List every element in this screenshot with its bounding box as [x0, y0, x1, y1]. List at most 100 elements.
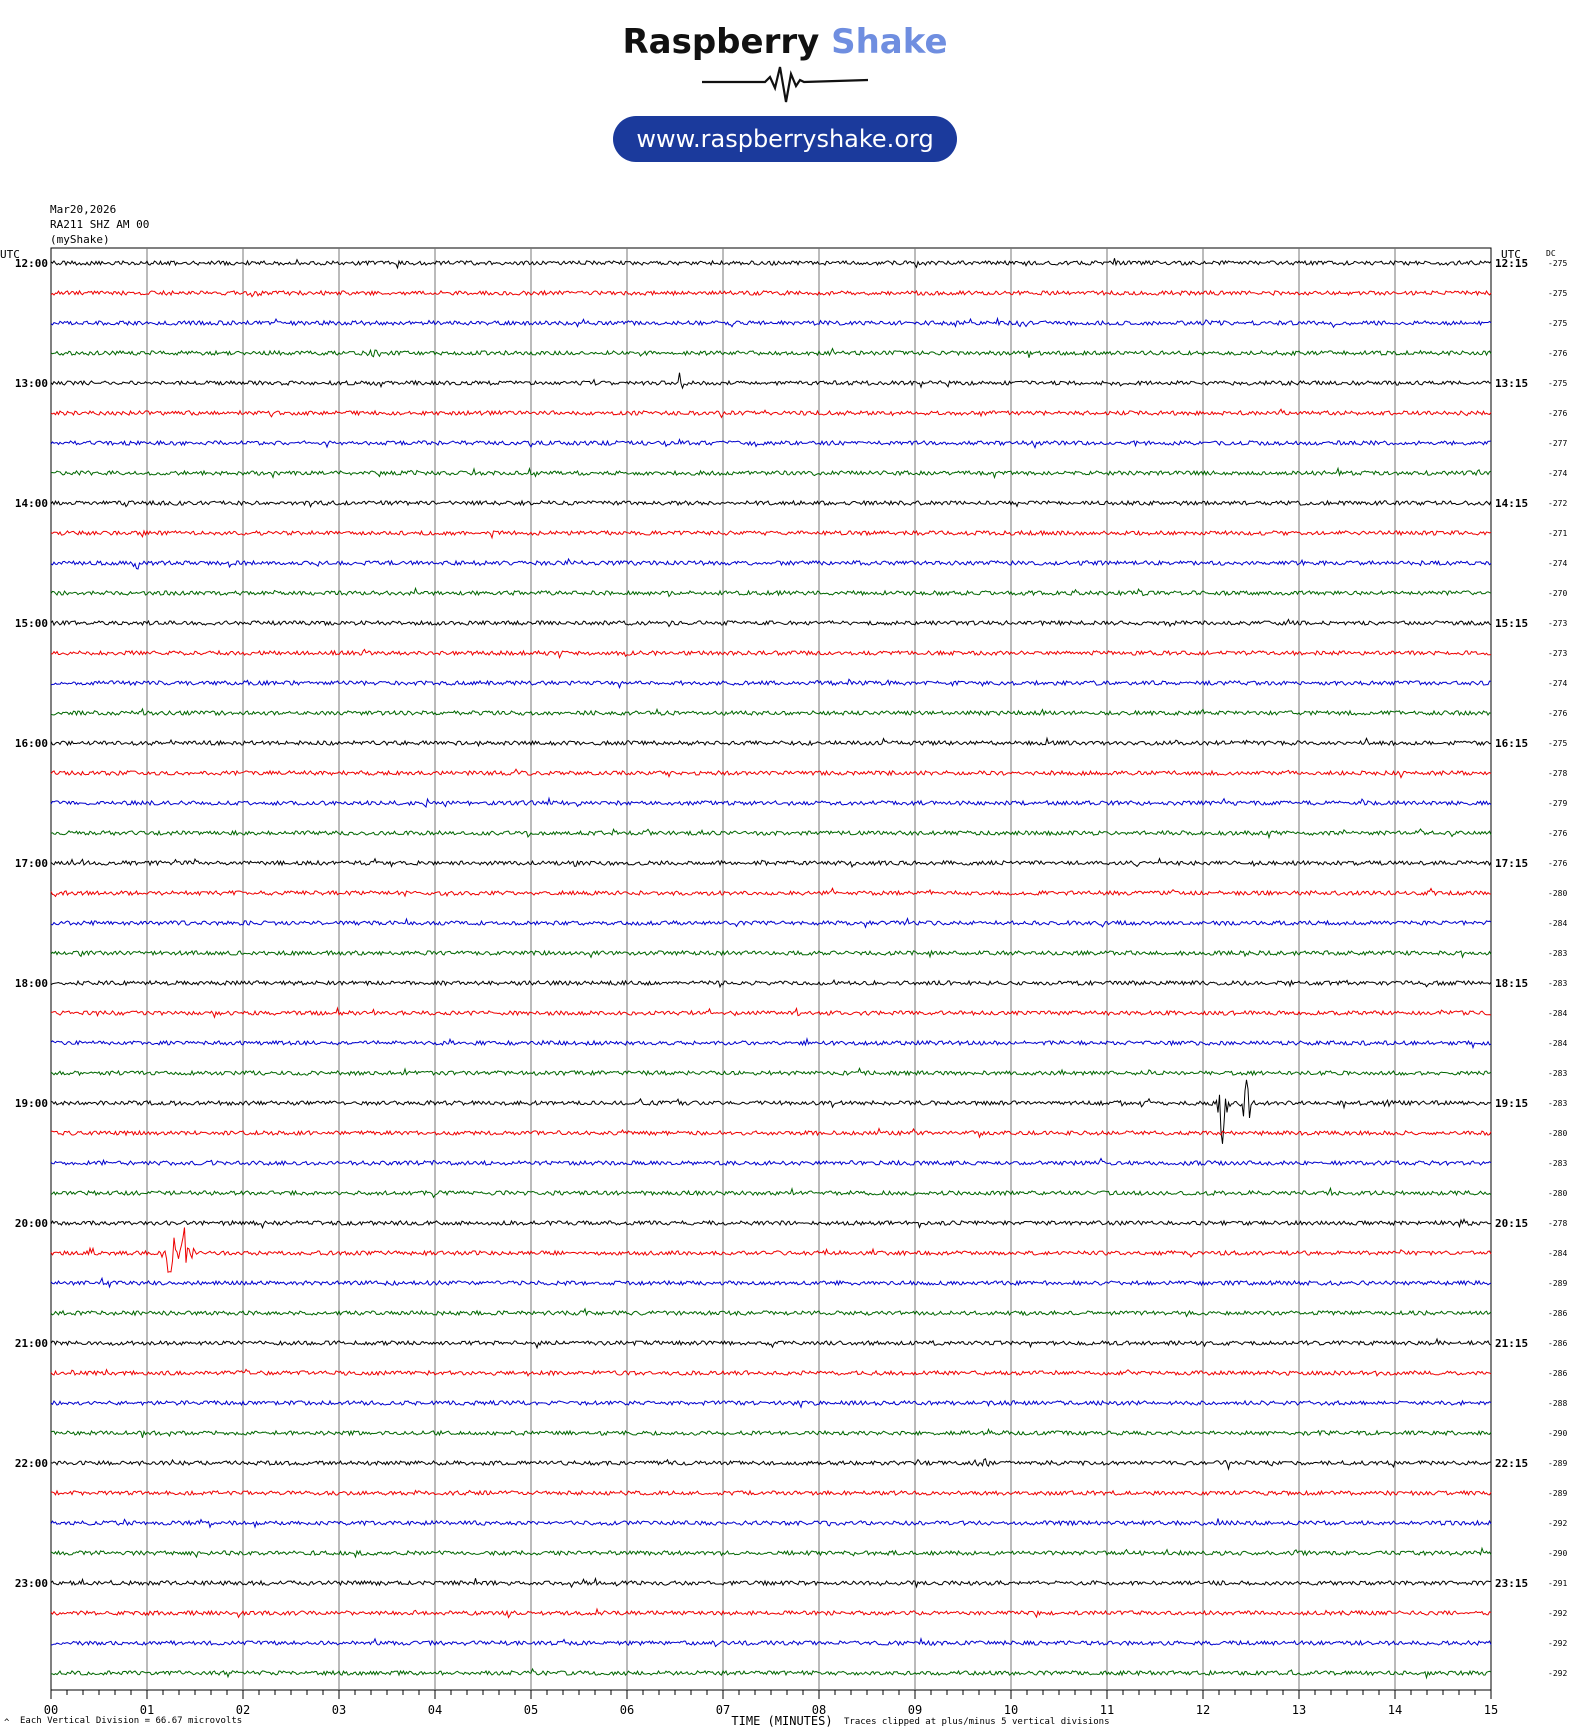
x-tick-label: 13: [1292, 1703, 1306, 1717]
left-hour-label: 14:00: [15, 497, 48, 510]
right-hour-label: 13:15: [1495, 377, 1528, 390]
dc-offset-label: -276: [1548, 859, 1567, 868]
dc-title: DC: [1546, 249, 1556, 258]
x-tick-label: 07: [716, 1703, 730, 1717]
seismic-trace: [50, 1489, 1492, 1497]
x-tick-label: 05: [524, 1703, 538, 1717]
website-url-badge[interactable]: www.raspberryshake.org: [613, 116, 957, 162]
seismic-trace: [50, 316, 1492, 329]
corner-mark: ^: [4, 1718, 10, 1728]
dc-offset-label: -291: [1548, 1579, 1567, 1588]
seismic-trace: [50, 916, 1492, 929]
seismic-trace: [50, 1546, 1492, 1559]
dc-offset-label: -275: [1548, 259, 1567, 268]
dc-offset-label: -276: [1548, 829, 1567, 838]
dc-offset-label: -284: [1548, 1009, 1567, 1018]
dc-offset-label: -283: [1548, 979, 1567, 988]
x-tick-label: 09: [908, 1703, 922, 1717]
left-hour-label: 21:00: [15, 1337, 48, 1350]
right-hour-label: 18:15: [1495, 977, 1528, 990]
x-tick-label: 01: [140, 1703, 154, 1717]
seismic-trace: [50, 408, 1492, 419]
left-hour-label: 16:00: [15, 737, 48, 750]
dc-offset-label: -283: [1548, 1069, 1567, 1078]
seismic-trace: [50, 678, 1492, 690]
seismic-trace: [50, 289, 1492, 298]
seismic-trace: [50, 529, 1492, 540]
x-tick-label: 14: [1388, 1703, 1402, 1717]
seismic-trace: [50, 1227, 1492, 1273]
dc-offset-label: -284: [1548, 919, 1567, 928]
x-tick-label: 02: [236, 1703, 250, 1717]
seismic-trace: [50, 857, 1492, 869]
seismic-trace: [50, 618, 1492, 628]
x-tick-label: 08: [812, 1703, 826, 1717]
left-hour-label: 20:00: [15, 1217, 48, 1230]
right-hour-label: 17:15: [1495, 857, 1528, 870]
dc-offset-label: -274: [1548, 559, 1567, 568]
seismogram-logo-icon: [702, 66, 869, 103]
seismic-trace: [50, 1637, 1492, 1648]
dc-offset-label: -292: [1548, 1639, 1567, 1648]
dc-offset-label: -275: [1548, 379, 1567, 388]
dc-offset-label: -289: [1548, 1459, 1567, 1468]
seismic-trace: [50, 1067, 1492, 1077]
right-hour-label: 23:15: [1495, 1577, 1528, 1590]
seismic-trace: [50, 372, 1492, 390]
x-axis-title: TIME (MINUTES): [731, 1714, 832, 1728]
seismic-trace: [50, 1276, 1492, 1289]
seismic-trace: [50, 499, 1492, 509]
dc-offset-label: -273: [1548, 619, 1567, 628]
seismic-trace: [50, 1186, 1492, 1199]
left-hour-label: 22:00: [15, 1457, 48, 1470]
dc-offset-label: -277: [1548, 439, 1567, 448]
plot-date: Mar20,2026: [50, 203, 117, 216]
dc-offset-label: -286: [1548, 1309, 1567, 1318]
seismic-trace: [50, 1036, 1492, 1050]
station-id: RA211 SHZ AM 00: [50, 218, 150, 231]
right-hour-label: 14:15: [1495, 497, 1528, 510]
dc-offset-label: -274: [1548, 679, 1567, 688]
seismic-trace: [50, 1337, 1492, 1350]
x-tick-label: 06: [620, 1703, 634, 1717]
dc-offset-label: -284: [1548, 1249, 1567, 1258]
seismic-trace: [50, 768, 1492, 779]
dc-offset-label: -286: [1548, 1339, 1567, 1348]
dc-offset-label: -290: [1548, 1549, 1567, 1558]
dc-offset-label: -275: [1548, 289, 1567, 298]
data-source: (myShake): [50, 233, 110, 246]
seismic-trace: [50, 1518, 1492, 1529]
dc-offset-label: -292: [1548, 1669, 1567, 1678]
left-hour-label: 18:00: [15, 977, 48, 990]
seismic-trace: [51, 1667, 1492, 1680]
x-tick-label: 10: [1004, 1703, 1018, 1717]
dc-offset-label: -283: [1548, 949, 1567, 958]
vertical-division-note: Each Vertical Division = 66.67 microvolt…: [20, 1716, 243, 1726]
left-hour-label: 13:00: [15, 377, 48, 390]
right-hour-label: 12:15: [1495, 257, 1528, 270]
seismic-trace: [50, 437, 1492, 450]
seismic-trace: [50, 1006, 1492, 1019]
right-hour-label: 19:15: [1495, 1097, 1528, 1110]
x-tick-label: 15: [1484, 1703, 1498, 1717]
clip-note: Traces clipped at plus/minus 5 vertical …: [844, 1717, 1110, 1727]
dc-offset-label: -279: [1548, 799, 1567, 808]
seismic-trace: [50, 1218, 1492, 1230]
right-hour-label: 16:15: [1495, 737, 1528, 750]
left-hour-label: 17:00: [15, 857, 48, 870]
dc-offset-label: -280: [1548, 1129, 1567, 1138]
dc-offset-label: -273: [1548, 649, 1567, 658]
dc-offset-label: -289: [1548, 1489, 1567, 1498]
seismic-trace: [50, 1368, 1492, 1377]
seismic-trace: [50, 466, 1492, 480]
x-tick-label: 11: [1100, 1703, 1114, 1717]
left-hour-label: 19:00: [15, 1097, 48, 1110]
seismic-trace: [50, 557, 1492, 570]
left-axis-title: UTC: [0, 248, 20, 261]
dc-offset-label: -275: [1548, 319, 1567, 328]
raspberry-shake-logo: Raspberry Shake www.raspberryshake.org: [0, 0, 1570, 175]
dc-offset-label: -278: [1548, 1219, 1567, 1228]
brand-word-raspberry: Raspberry: [622, 22, 820, 62]
dc-offset-label: -283: [1548, 1159, 1567, 1168]
